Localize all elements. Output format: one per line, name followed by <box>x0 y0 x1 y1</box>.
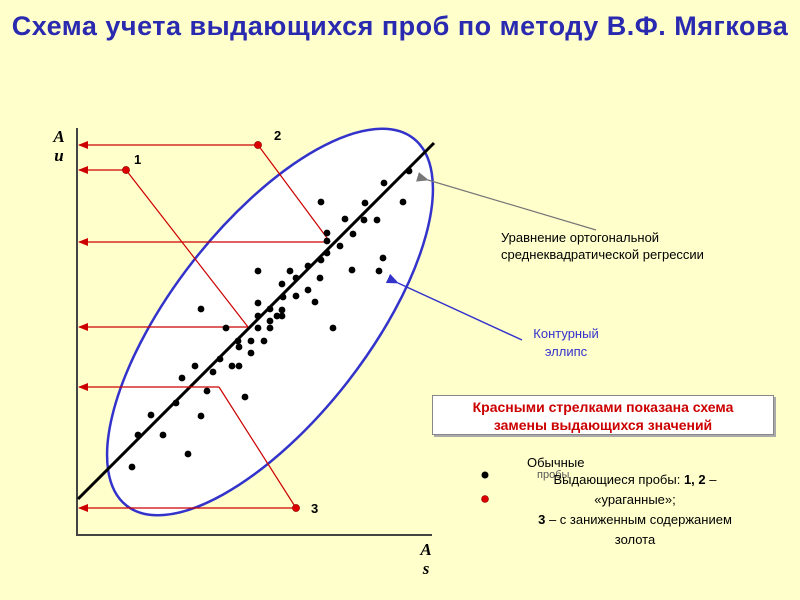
legend-outliers-line1: Выдающиеся пробы: 1, 2 – <box>553 472 717 487</box>
page-title: Схема учета выдающихся проб по методу В.… <box>0 6 800 46</box>
regression-pointer <box>416 172 597 231</box>
x-axis-label: A s <box>420 540 432 578</box>
legend-ordinary: Обычные пробы <box>527 455 585 481</box>
arrow-1-diagonal <box>125 169 249 328</box>
title-text: Схема учета выдающихся проб по методу В.… <box>11 11 789 41</box>
outlier-point-1 <box>122 166 130 174</box>
outlier-points <box>122 141 300 512</box>
legend-outlier-marker <box>481 495 489 503</box>
arrow-2-diagonal <box>257 144 331 243</box>
y-axis-label: A u <box>53 127 65 165</box>
arrow-3-diagonal <box>218 386 297 509</box>
ellipse-pointer <box>385 273 523 341</box>
red-arrows-note: Красными стрелками показана схема замены… <box>432 395 774 435</box>
outlier-label-2: 2 <box>274 128 282 143</box>
regression-annotation: Уравнение ортогональной среднеквадратиче… <box>501 230 704 262</box>
legend-outliers-line3: 3 – с заниженным содержанием <box>538 512 732 527</box>
outlier-point-3 <box>292 504 300 512</box>
outlier-label-1: 1 <box>134 152 142 167</box>
ordinary-points <box>128 167 413 471</box>
regression-line <box>76 141 436 501</box>
legend-ordinary-marker <box>481 471 489 479</box>
outlier-label-3: 3 <box>311 501 319 516</box>
ellipse-annotation: Контурный эллипс <box>533 326 599 359</box>
outlier-point-2 <box>254 141 262 149</box>
legend-outliers: Выдающиеся пробы: 1, 2 – «ураганные»; 3 … <box>490 470 780 550</box>
